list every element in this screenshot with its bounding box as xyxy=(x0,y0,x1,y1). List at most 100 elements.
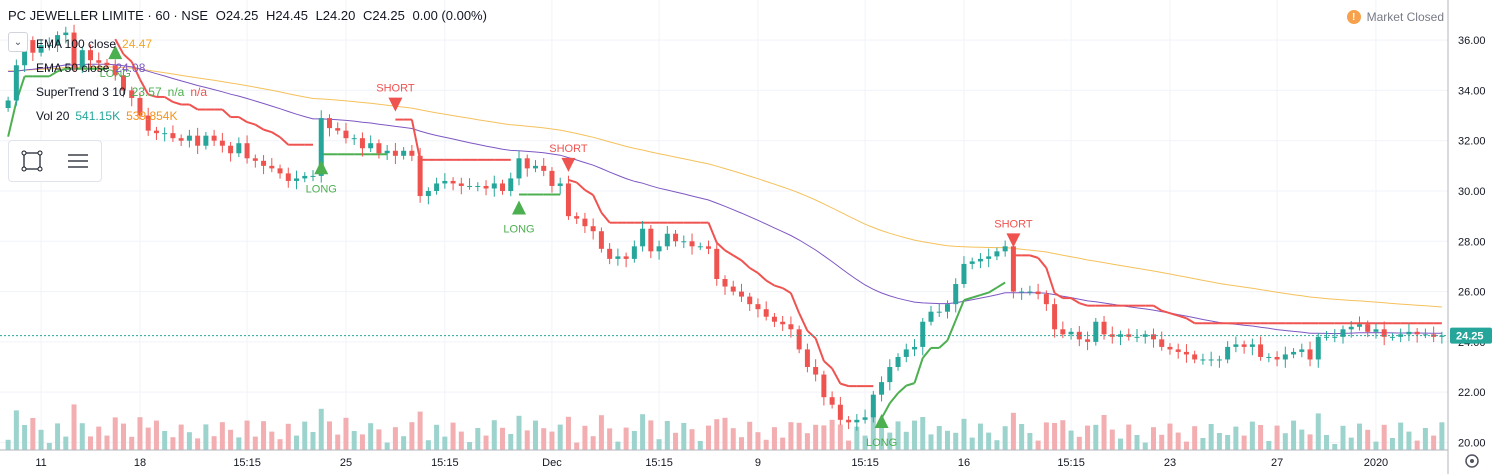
candle-body xyxy=(1356,324,1362,327)
supertrend-segment xyxy=(823,360,833,370)
volume-bar xyxy=(285,423,291,450)
volume-bar xyxy=(953,432,959,450)
supertrend-segment xyxy=(724,249,734,257)
time-axis[interactable]: 11 18 15:15 25 15:15 Dec 15:15 9 15:15 16 15:15 23 2… xyxy=(0,449,1448,469)
volume-bar xyxy=(458,431,464,450)
legend-row-ema50[interactable]: EMA 50 close 24.08 xyxy=(36,56,207,80)
supertrend-segment xyxy=(114,38,125,55)
candle-body xyxy=(178,138,184,141)
candle-body xyxy=(55,35,61,46)
candle-body xyxy=(648,228,654,252)
chart-grid xyxy=(0,0,1448,450)
candle-body xyxy=(582,218,588,227)
change-value: 0.00 (0.00%) xyxy=(412,8,487,23)
candle-body xyxy=(1208,359,1214,361)
volume-bar xyxy=(944,430,950,450)
candle-body xyxy=(1241,344,1247,347)
supertrend-segment xyxy=(122,53,133,63)
candle-body xyxy=(1439,335,1445,337)
volume-bar xyxy=(1068,430,1074,450)
supertrend-segment xyxy=(48,70,59,78)
volume-bar xyxy=(887,432,893,450)
candle-body xyxy=(153,130,159,134)
symbol-name[interactable]: PC JEWELLER LIMITE · 60 · NSE xyxy=(8,8,209,23)
candle-body xyxy=(88,50,94,61)
candle-body xyxy=(1389,336,1395,338)
settings-gear-icon[interactable] xyxy=(1465,454,1479,468)
volume-bar xyxy=(763,439,769,450)
volume-bar xyxy=(1406,431,1412,450)
legend-row-volume[interactable]: Vol 20 541.15K 539.854K xyxy=(36,104,207,128)
supertrend-segment xyxy=(7,101,18,137)
candle-body xyxy=(598,231,604,249)
candle-body xyxy=(376,143,382,154)
candle-body xyxy=(1422,334,1428,336)
legend-value: 23.57 xyxy=(131,85,162,99)
volume-bar xyxy=(895,421,901,450)
menu-icon[interactable] xyxy=(65,149,91,173)
legend-value: n/a xyxy=(190,85,208,99)
candle-body xyxy=(129,90,135,98)
volume-bar xyxy=(1365,429,1371,450)
candle-body xyxy=(1414,331,1420,335)
candle-body xyxy=(368,143,374,149)
candle-body xyxy=(417,155,423,197)
volume-bar xyxy=(747,421,753,450)
supertrend-segment xyxy=(716,242,726,252)
volume-bar xyxy=(137,417,143,450)
candle-body xyxy=(1175,349,1181,352)
supertrend-segment xyxy=(814,338,825,362)
low-value: L24.20 xyxy=(315,8,356,23)
candle-body xyxy=(730,286,736,292)
price-axis[interactable]: 36.0034.0032.0030.0028.0026.0024.0022.00… xyxy=(1447,0,1486,474)
candle-body xyxy=(1381,329,1387,337)
volume-bars xyxy=(5,404,1445,450)
supertrend-segment xyxy=(576,181,586,191)
volume-bar xyxy=(359,434,365,450)
candle-body xyxy=(524,158,530,169)
last-price-tag: 24.25 xyxy=(1450,327,1492,344)
supertrend-segment xyxy=(1029,254,1039,259)
candle-body xyxy=(961,263,967,285)
candle-body xyxy=(953,284,959,305)
chevron-down-icon: ⌄ xyxy=(13,36,23,48)
supertrend-segment xyxy=(980,291,989,297)
legend-row-ema100[interactable]: EMA 100 close 24.47 xyxy=(36,32,207,56)
candle-body xyxy=(697,246,703,248)
candle-body xyxy=(13,65,19,101)
short-signal-label: SHORT xyxy=(376,83,415,95)
candle-body xyxy=(203,135,209,146)
candle-body xyxy=(854,419,860,423)
candle-body xyxy=(1002,246,1008,252)
volume-bar xyxy=(1200,438,1206,450)
candle-body xyxy=(219,140,225,146)
volume-bar xyxy=(211,436,217,450)
rectangle-tool-icon[interactable] xyxy=(20,149,44,173)
candle-body xyxy=(1307,349,1313,360)
legend-collapse-button[interactable]: ⌄ xyxy=(8,32,28,52)
volume-bar xyxy=(780,437,786,450)
volume-bar xyxy=(1422,428,1428,450)
candle-body xyxy=(549,170,555,186)
market-status[interactable]: ! Market Closed xyxy=(1346,10,1444,24)
legend-row-supertrend[interactable]: SuperTrend 3 10 23.57 n/a n/a xyxy=(36,80,207,104)
candle-body xyxy=(1052,304,1058,330)
supertrend-segment xyxy=(1037,257,1048,269)
volume-bar xyxy=(846,440,852,450)
supertrend-segment xyxy=(172,101,182,106)
volume-bar xyxy=(1192,426,1198,450)
supertrend-segment xyxy=(774,284,783,290)
volume-bar xyxy=(1052,423,1058,450)
volume-bar xyxy=(219,422,225,450)
candle-body xyxy=(928,311,934,322)
time-tick-label: 16 xyxy=(958,457,970,469)
volume-bar xyxy=(475,428,481,450)
volume-bar xyxy=(1118,438,1124,450)
volume-bar xyxy=(565,416,571,450)
volume-bar xyxy=(13,410,19,450)
candle-body xyxy=(409,150,415,156)
candle-body xyxy=(5,100,11,109)
candle-body xyxy=(516,158,522,179)
candle-body xyxy=(574,216,580,219)
